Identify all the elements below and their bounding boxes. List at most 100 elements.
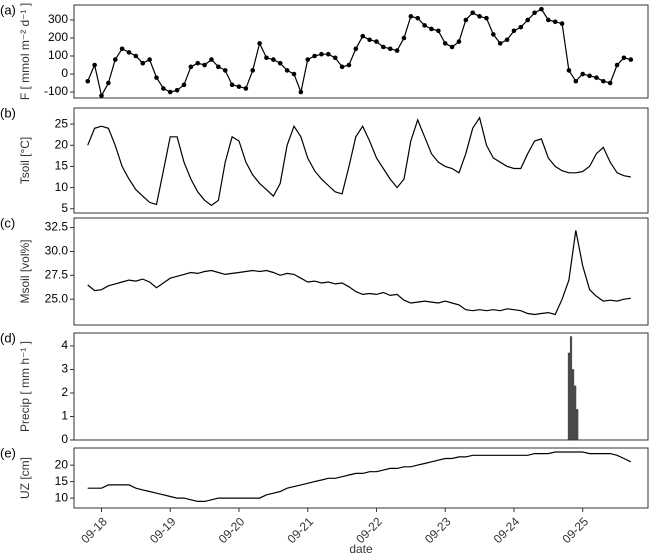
y-tick-label: 0	[61, 66, 68, 80]
x-tick-label: 09-20	[216, 514, 248, 546]
y-tick-label: 5	[61, 201, 68, 215]
point	[85, 78, 91, 84]
point	[559, 21, 565, 26]
y-tick-label: 32.5	[45, 220, 69, 234]
point	[374, 39, 379, 44]
x-tick-label: 09-18	[78, 514, 110, 546]
x-tick-label: 09-24	[491, 514, 523, 546]
point	[99, 93, 104, 98]
point	[181, 82, 187, 88]
series-line	[87, 230, 631, 316]
series-line	[87, 451, 632, 502]
x-tick-label: 09-25	[559, 514, 591, 546]
point	[436, 28, 441, 34]
point	[532, 10, 537, 16]
point	[216, 64, 221, 70]
panel-label: (d)	[0, 330, 16, 345]
point	[429, 26, 434, 32]
point	[477, 14, 482, 19]
y-tick-label: 15	[55, 159, 69, 173]
point	[594, 75, 599, 80]
y-tick-label: 10	[55, 180, 69, 194]
y-tick-label: 100	[48, 48, 68, 62]
y-tick-label: 0	[61, 432, 68, 446]
point	[504, 37, 510, 43]
panel-frame	[73, 217, 649, 326]
point	[587, 73, 592, 79]
y-axis-title: F [ mmol m⁻² d⁻¹ ]	[18, 3, 32, 100]
point	[525, 17, 531, 23]
point	[346, 62, 352, 68]
point	[360, 33, 366, 39]
point	[271, 57, 276, 62]
point	[408, 14, 414, 19]
point	[456, 39, 462, 44]
y-tick-label: 30.0	[45, 244, 69, 258]
y-tick-label: 4	[61, 338, 68, 352]
point	[298, 89, 304, 95]
point	[188, 64, 194, 70]
point	[195, 60, 201, 66]
x-tick-label: 09-23	[422, 514, 454, 546]
y-axis-title: Msoil [vol%]	[18, 239, 32, 303]
point	[126, 50, 132, 55]
point	[353, 46, 359, 52]
point	[621, 55, 627, 61]
y-tick-label: 200	[48, 30, 68, 44]
y-tick-label: -100	[44, 84, 68, 98]
y-tick-label: 300	[48, 12, 68, 26]
x-tick-label: 09-19	[147, 514, 179, 546]
point	[264, 55, 269, 61]
point	[339, 64, 345, 70]
point	[140, 60, 146, 66]
point	[291, 71, 297, 77]
point	[401, 35, 407, 41]
point	[449, 44, 455, 50]
y-tick-label: 27.5	[45, 267, 69, 281]
panel-label: (c)	[0, 215, 15, 230]
point	[257, 41, 262, 46]
point	[229, 82, 235, 88]
point	[154, 75, 159, 80]
point	[367, 37, 372, 43]
y-tick-label: 25	[55, 116, 69, 130]
point	[106, 80, 111, 86]
point	[566, 68, 572, 73]
point	[491, 32, 496, 37]
point	[484, 15, 489, 21]
point	[573, 78, 579, 84]
point	[174, 87, 180, 93]
x-tick-label: 09-21	[284, 514, 316, 546]
point	[394, 48, 400, 53]
y-tick-label: 15	[55, 474, 69, 488]
point	[305, 57, 311, 62]
y-axis-title: Tsoil [°C]	[18, 137, 32, 184]
bar	[576, 409, 579, 441]
point	[463, 17, 469, 23]
point	[312, 53, 317, 59]
series-line	[87, 8, 631, 98]
point	[442, 41, 448, 46]
point	[601, 78, 606, 84]
point	[284, 68, 290, 73]
bar	[574, 385, 577, 441]
bar	[571, 369, 575, 441]
point	[277, 60, 283, 66]
bar	[567, 352, 571, 441]
y-axis-title: UZ [cm]	[18, 457, 32, 499]
panel-label: (a)	[0, 2, 16, 17]
panel-label: (b)	[0, 105, 16, 120]
y-tick-label: 25.0	[45, 291, 69, 305]
point	[381, 44, 386, 50]
point	[614, 62, 620, 68]
y-tick-label: 10	[55, 490, 69, 504]
point	[250, 68, 256, 73]
point	[332, 55, 338, 61]
point	[161, 86, 166, 91]
point	[497, 41, 503, 46]
y-tick-label: 1	[61, 409, 68, 423]
point	[112, 57, 118, 62]
point	[580, 71, 585, 77]
point	[511, 28, 517, 34]
